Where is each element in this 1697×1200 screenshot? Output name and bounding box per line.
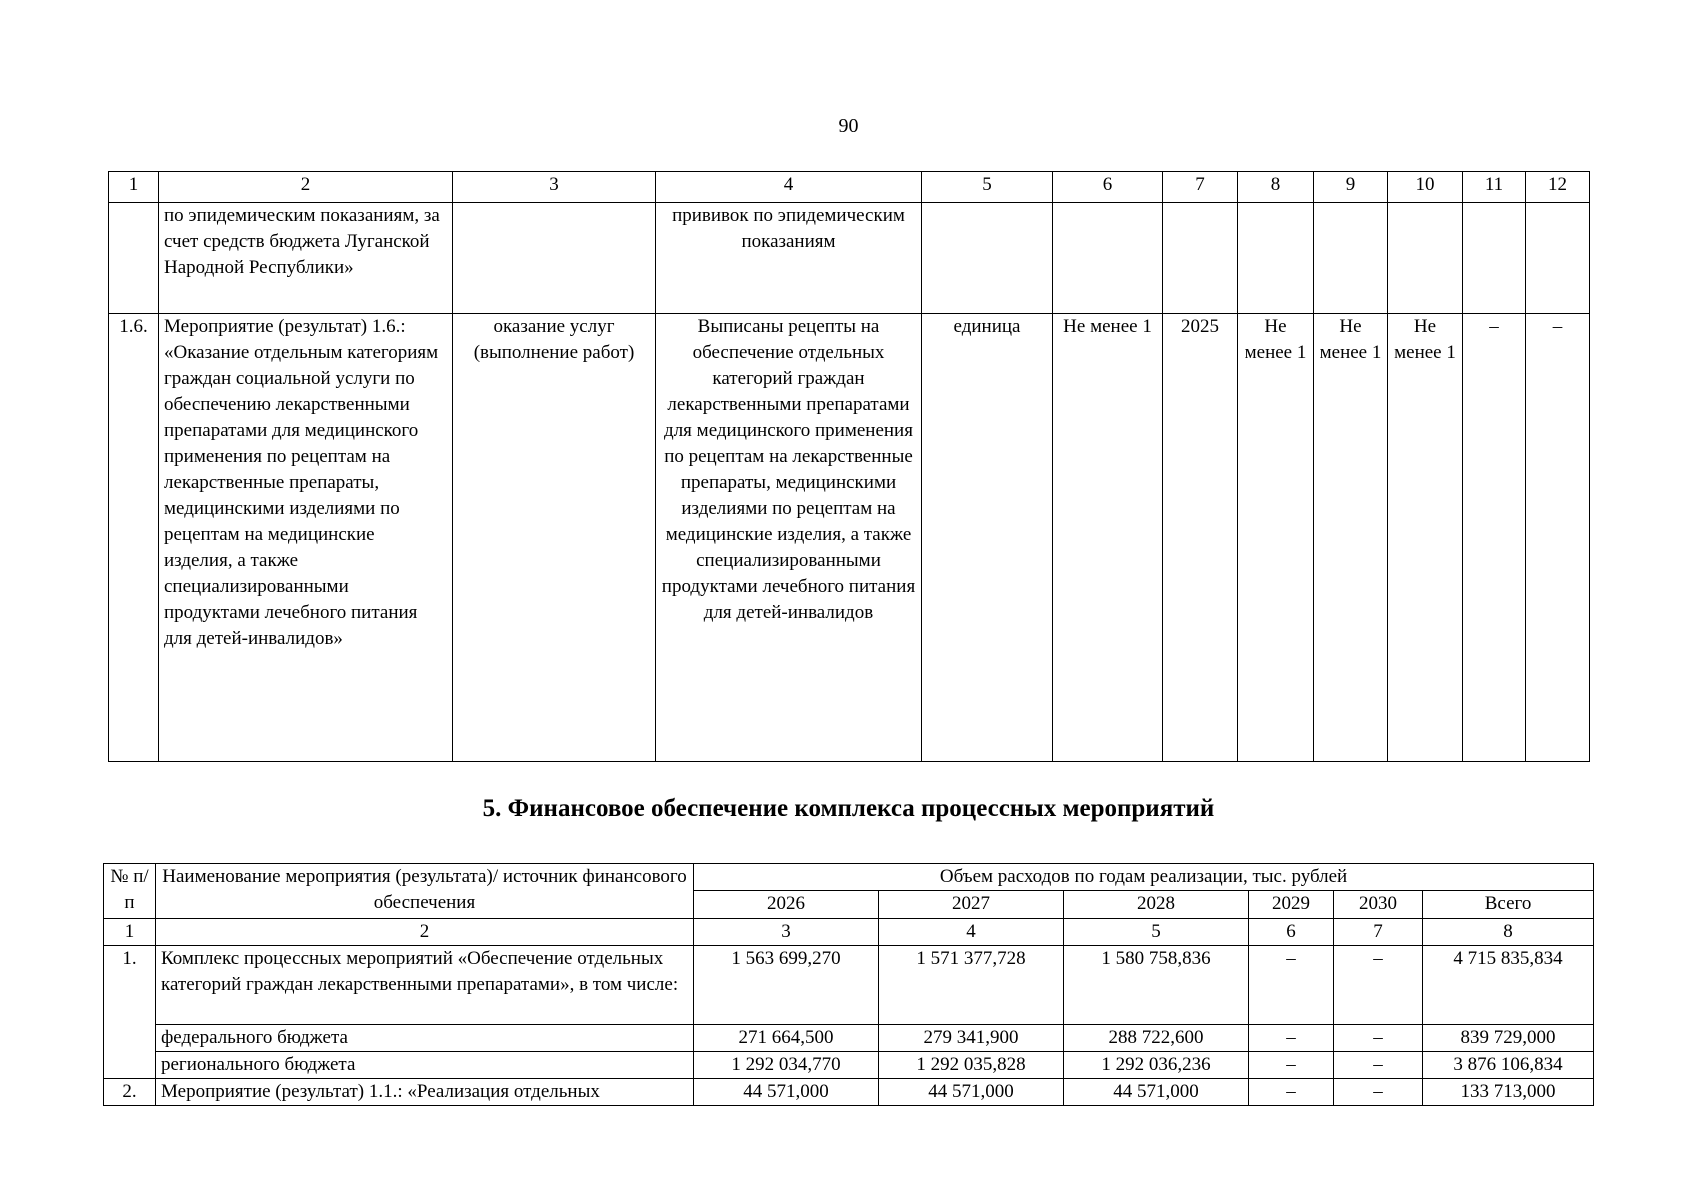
column-number: 11 [1462,171,1526,203]
table-row: по эпидемическим показаниям, за счет сре… [108,202,1590,314]
header-name: Наименование мероприятия (результата)/ и… [155,863,694,919]
row-name: Комплекс процессных мероприятий «Обеспеч… [155,945,694,1025]
column-number: 12 [1525,171,1590,203]
year-header: 2028 [1063,890,1249,919]
page-number: 90 [838,115,859,137]
year-header: 2026 [693,890,879,919]
table-cell: – [1525,313,1590,762]
table-cell [1462,202,1526,314]
amount-cell: – [1333,1078,1423,1106]
table-cell [1525,202,1590,314]
table-row: 2. Мероприятие (результат) 1.1.: «Реализа… [103,1078,1595,1106]
column-number: 10 [1387,171,1463,203]
row-number: 2. [103,1078,156,1106]
amount-cell: – [1248,1024,1334,1052]
column-number: 5 [1063,918,1249,946]
table-cell: по эпидемическим показаниям, за счет сре… [158,202,453,314]
table-cell [1052,202,1163,314]
amount-cell: 1 563 699,270 [693,945,879,1025]
column-number: 2 [158,171,453,203]
table-cell [921,202,1053,314]
column-number: 3 [452,171,656,203]
amount-cell: 44 571,000 [1063,1078,1249,1106]
column-number: 8 [1421,918,1595,946]
amount-cell: 839 729,000 [1421,1024,1595,1052]
financing-table: № п/п Наименование мероприятия (результат… [103,863,1595,1106]
header-volume: Объем расходов по годам реализации, тыс.… [692,863,1595,891]
column-number: 2 [155,918,694,946]
column-number: 8 [1237,171,1314,203]
table-cell [1313,202,1388,314]
amount-cell: 1 292 036,236 [1063,1051,1249,1079]
year-header: Всего [1421,890,1595,919]
year-header: 2029 [1248,890,1334,919]
amount-cell: – [1248,1051,1334,1079]
column-number: 4 [655,171,922,203]
column-number: 6 [1248,918,1334,946]
amount-cell: 1 580 758,836 [1063,945,1249,1025]
column-number: 9 [1313,171,1388,203]
table-cell: Мероприятие (результат) 1.6.: «Оказание … [158,313,453,762]
column-number: 1 [103,918,156,946]
table-cell [452,202,656,314]
amount-cell: 1 292 035,828 [878,1051,1064,1079]
amount-cell: – [1248,945,1334,1025]
table-cell: Выписаны рецепты на обеспечение отдельны… [655,313,922,762]
column-number: 3 [693,918,879,946]
amount-cell: 271 664,500 [693,1024,879,1052]
row-name: федерального бюджета [155,1024,694,1052]
table-cell [1237,202,1314,314]
table-cell: Не менее 1 [1313,313,1388,762]
row-name: Мероприятие (результат) 1.1.: «Реализаци… [155,1078,694,1106]
amount-cell: 133 713,000 [1421,1078,1595,1106]
amount-cell: 4 715 835,834 [1421,945,1595,1025]
table-cell: – [1462,313,1526,762]
amount-cell: – [1333,1051,1423,1079]
amount-cell: 288 722,600 [1063,1024,1249,1052]
table-row: федерального бюджета 271 664,500 279 341,9… [104,1024,1595,1052]
row-number: 1. [103,945,156,1079]
amount-cell: 44 571,000 [878,1078,1064,1106]
column-number: 7 [1162,171,1238,203]
table-cell: Не менее 1 [1237,313,1314,762]
measures-table: 1 2 3 4 5 6 7 8 9 10 11 12 по эпидемическим показани… [108,171,1590,762]
table-cell: оказание услуг (выполнение работ) [452,313,656,762]
table-row: 1.6. Мероприятие (результат) 1.6.: «Оказа… [108,313,1590,762]
amount-cell: 44 571,000 [693,1078,879,1106]
table-cell [1162,202,1238,314]
amount-cell: – [1333,945,1423,1025]
table-cell: Не менее 1 [1387,313,1463,762]
table-cell: прививок по эпидемическим показаниям [655,202,922,314]
column-number: 5 [921,171,1053,203]
table-cell: 1.6. [108,313,159,762]
column-number: 6 [1052,171,1163,203]
amount-cell: 279 341,900 [878,1024,1064,1052]
amount-cell: 3 876 106,834 [1421,1051,1595,1079]
table-cell: Не менее 1 [1052,313,1163,762]
header-num: № п/п [103,863,156,919]
table-cell: единица [921,313,1053,762]
column-number: 7 [1333,918,1423,946]
column-number: 4 [878,918,1064,946]
table-row: регионального бюджета 1 292 034,770 1 292 … [104,1051,1595,1079]
column-number: 1 [108,171,159,203]
amount-cell: 1 571 377,728 [878,945,1064,1025]
row-name: регионального бюджета [155,1051,694,1079]
year-header: 2027 [878,890,1064,919]
table-row: 1. Комплекс процессных мероприятий «Обесп… [103,945,1595,1079]
year-header: 2030 [1333,890,1423,919]
amount-cell: – [1248,1078,1334,1106]
table-cell [1387,202,1463,314]
table-cell: 2025 [1162,313,1238,762]
amount-cell: – [1333,1024,1423,1052]
section-title: 5. Финансовое обеспечение комплекса проц… [482,795,1215,822]
amount-cell: 1 292 034,770 [693,1051,879,1079]
table-cell [108,202,159,314]
